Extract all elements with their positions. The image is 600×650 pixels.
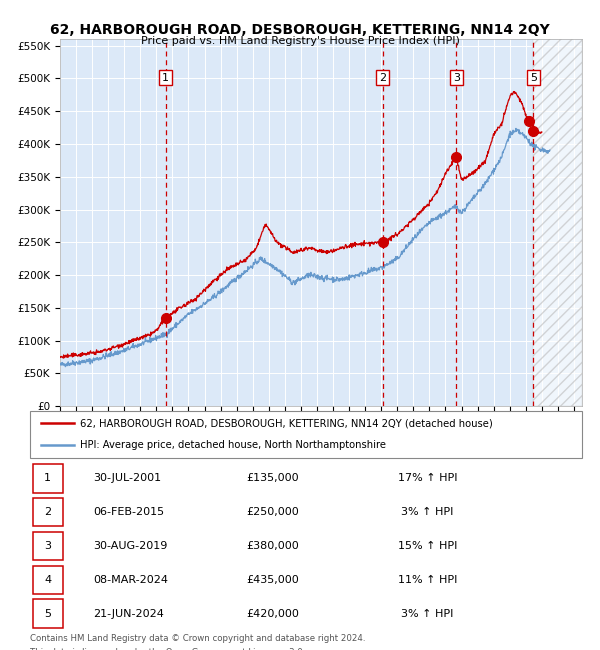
Text: Contains HM Land Registry data © Crown copyright and database right 2024.: Contains HM Land Registry data © Crown c… [30, 634, 365, 643]
FancyBboxPatch shape [33, 599, 63, 628]
Text: 08-MAR-2024: 08-MAR-2024 [94, 575, 169, 585]
Text: Price paid vs. HM Land Registry's House Price Index (HPI): Price paid vs. HM Land Registry's House … [140, 36, 460, 46]
Text: 2: 2 [44, 507, 51, 517]
Text: 21-JUN-2024: 21-JUN-2024 [94, 608, 164, 619]
Text: 5: 5 [530, 73, 537, 83]
Text: 3: 3 [453, 73, 460, 83]
FancyBboxPatch shape [33, 498, 63, 527]
Text: £135,000: £135,000 [247, 473, 299, 484]
Text: 1: 1 [162, 73, 169, 83]
Text: This data is licensed under the Open Government Licence v3.0.: This data is licensed under the Open Gov… [30, 648, 305, 650]
Text: 30-JUL-2001: 30-JUL-2001 [94, 473, 161, 484]
Text: 15% ↑ HPI: 15% ↑ HPI [398, 541, 457, 551]
Text: £435,000: £435,000 [247, 575, 299, 585]
FancyBboxPatch shape [33, 532, 63, 560]
Text: £380,000: £380,000 [247, 541, 299, 551]
FancyBboxPatch shape [33, 566, 63, 594]
Text: 30-AUG-2019: 30-AUG-2019 [94, 541, 168, 551]
Text: £250,000: £250,000 [247, 507, 299, 517]
Text: 4: 4 [44, 575, 51, 585]
Text: 06-FEB-2015: 06-FEB-2015 [94, 507, 164, 517]
Text: 5: 5 [44, 608, 51, 619]
Text: 3% ↑ HPI: 3% ↑ HPI [401, 608, 454, 619]
Text: 17% ↑ HPI: 17% ↑ HPI [398, 473, 457, 484]
Bar [533, 39, 582, 406]
Text: 62, HARBOROUGH ROAD, DESBOROUGH, KETTERING, NN14 2QY: 62, HARBOROUGH ROAD, DESBOROUGH, KETTERI… [50, 23, 550, 37]
Text: HPI: Average price, detached house, North Northamptonshire: HPI: Average price, detached house, Nort… [80, 440, 386, 450]
FancyBboxPatch shape [30, 411, 582, 458]
Text: 2: 2 [379, 73, 386, 83]
FancyBboxPatch shape [33, 464, 63, 493]
Text: £420,000: £420,000 [247, 608, 299, 619]
Text: 3: 3 [44, 541, 51, 551]
Text: 62, HARBOROUGH ROAD, DESBOROUGH, KETTERING, NN14 2QY (detached house): 62, HARBOROUGH ROAD, DESBOROUGH, KETTERI… [80, 418, 493, 428]
Text: 11% ↑ HPI: 11% ↑ HPI [398, 575, 457, 585]
Text: 1: 1 [44, 473, 51, 484]
Text: 3% ↑ HPI: 3% ↑ HPI [401, 507, 454, 517]
